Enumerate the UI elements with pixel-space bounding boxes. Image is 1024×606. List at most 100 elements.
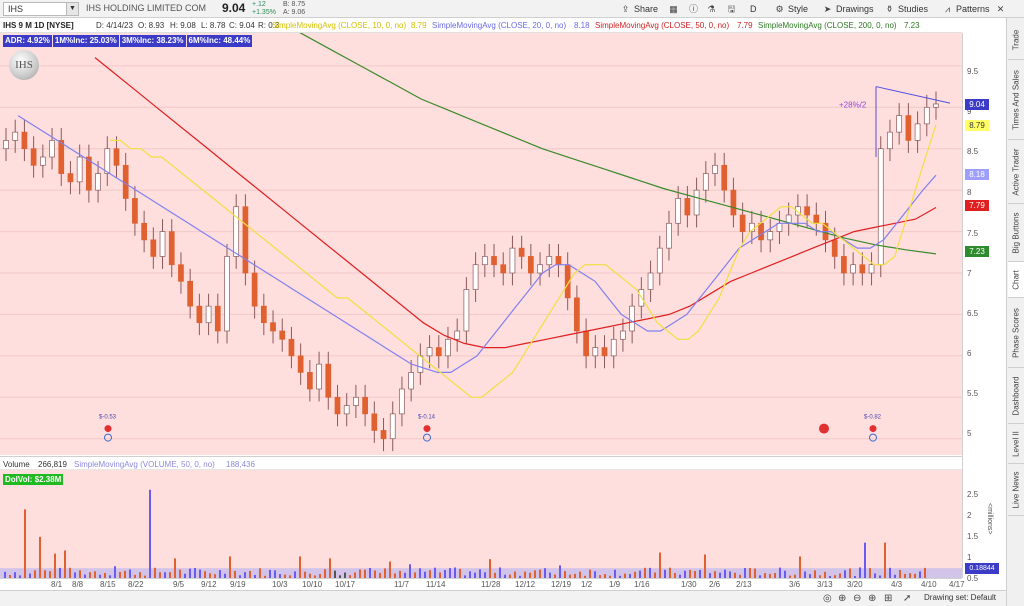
sma10-label[interactable]: SimpleMovingAvg (CLOSE, 10, 0, no) (272, 21, 407, 30)
volume-bar (449, 568, 451, 578)
volume-bar (244, 572, 246, 578)
price-chart-pane[interactable]: +28%/2 $-0.53 $-0.14 $-0.82 (0, 32, 962, 455)
candle-body (555, 256, 562, 266)
volume-chart-pane[interactable] (0, 470, 962, 578)
tab-phase-scores[interactable]: Phase Scores (1008, 298, 1024, 368)
volume-bar (224, 573, 226, 578)
volume-bar (154, 567, 156, 578)
volume-bar (464, 575, 466, 578)
date-tick: 1/9 (609, 580, 621, 589)
sma10-value: 8.79 (411, 21, 427, 30)
candle-body (12, 131, 19, 141)
patterns-button[interactable]: ⩘ Patterns (942, 2, 990, 16)
dollar-volume-badge: DolVol: $2.38M (3, 474, 64, 485)
three-month-stat: 3M%Inc: 38.23% (119, 35, 186, 47)
volume-bar (209, 573, 211, 578)
zoom-fit-icon[interactable]: ⊞ (884, 593, 893, 604)
style-button[interactable]: ⚙ Style (774, 2, 808, 16)
volume-bar (904, 573, 906, 578)
volume-bar (24, 509, 26, 578)
save-button[interactable]: 🖫 (726, 2, 737, 16)
drawing-set-label[interactable]: Drawing set: Default (924, 593, 997, 602)
info-button[interactable]: ⓘ (688, 2, 699, 16)
zoom-out-icon[interactable]: ⊖ (853, 593, 862, 604)
date-tick: 4/3 (891, 580, 903, 589)
candle-body (168, 231, 175, 266)
tab-trade[interactable]: Trade (1008, 20, 1024, 60)
candle-body (877, 148, 884, 266)
candle-body (426, 347, 433, 357)
sma200-label[interactable]: SimpleMovingAvg (CLOSE, 200, 0, no) (758, 21, 897, 30)
volume-bar (829, 576, 831, 578)
volume-bar (774, 573, 776, 578)
volume-bar (779, 567, 781, 578)
tab-big-buttons[interactable]: Big Buttons (1008, 204, 1024, 262)
volume-bar (344, 572, 346, 578)
date-tick: 4/17 (949, 580, 965, 589)
candle-body (141, 222, 147, 241)
date-tick: 11/14 (426, 580, 446, 589)
volume-bar (609, 575, 611, 578)
volume-bar (39, 536, 41, 578)
candle-body (104, 148, 111, 174)
share-button[interactable]: ⇪ Share (620, 2, 658, 16)
volume-bar (484, 572, 486, 578)
volume-sma-label[interactable]: SimpleMovingAvg (VOLUME, 50, 0, no) (74, 460, 215, 469)
sma20-label[interactable]: SimpleMovingAvg (CLOSE, 20, 0, no) (432, 21, 567, 30)
volume-bar (119, 571, 121, 578)
tab-active-trader[interactable]: Active Trader (1008, 140, 1024, 204)
price-tick: 9 (967, 107, 972, 116)
volume-bar (354, 572, 356, 578)
volume-bar (674, 572, 676, 578)
tab-label: Trade (1011, 29, 1021, 50)
volume-bar (144, 575, 146, 578)
candle-body (629, 305, 635, 332)
chevron-down-icon[interactable]: ▼ (66, 3, 78, 15)
volume-bar (274, 570, 276, 578)
volume-bar (364, 569, 366, 578)
date-axis[interactable]: 8/1 8/8 8/15 8/22 9/5 9/12 9/19 10/3 10/10 10/17 1… (0, 578, 965, 590)
camera-icon[interactable]: ◎ (823, 593, 832, 604)
symbol-input[interactable]: IHS ▼ (3, 2, 79, 16)
price-tick: 7 (967, 269, 972, 278)
pan-icon[interactable]: ➚ (903, 593, 912, 604)
candle-body (620, 330, 626, 340)
ask-value: A: 9.06 (283, 9, 306, 16)
grid-button[interactable]: ▦ (668, 2, 679, 16)
sma200-line (299, 32, 937, 255)
volume-bar (319, 574, 321, 578)
price-chart-svg: +28%/2 $-0.53 $-0.14 $-0.82 (0, 32, 962, 452)
grid-icon: ▦ (669, 3, 678, 14)
top-toolbar: IHS ▼ IHS HOLDING LIMITED COM 9.04 +.12 … (0, 0, 1024, 18)
aggregation-dropdown[interactable]: D (750, 2, 757, 16)
candle-body (804, 206, 810, 216)
volume-bar (44, 570, 46, 578)
move-up-icon[interactable]: ⊕ (838, 593, 847, 604)
candle-body (923, 106, 930, 125)
candle-body (583, 330, 589, 357)
sma50-value: 7.79 (737, 21, 753, 30)
one-month-stat: 1M%Inc: 25.03% (52, 35, 119, 47)
zoom-in-icon[interactable]: ⊕ (868, 593, 877, 604)
tab-level-ii[interactable]: Level II (1008, 424, 1024, 464)
close-button[interactable]: ✕ (995, 2, 1006, 16)
tab-live-news[interactable]: Live News (1008, 464, 1024, 516)
sma50-label[interactable]: SimpleMovingAvg (CLOSE, 50, 0, no) (595, 21, 730, 30)
tab-dashboard[interactable]: Dashboard (1008, 368, 1024, 424)
tab-chart[interactable]: Chart (1008, 262, 1024, 298)
studies-button[interactable]: ⚱ Studies (884, 2, 928, 16)
tab-times-and-sales[interactable]: Times And Sales (1008, 60, 1024, 140)
price-axis[interactable]: 9.5 9 8.5 8 7.5 7 6.5 6 5.5 5 9.04 8.79 … (962, 33, 1006, 583)
info-icon: ⓘ (688, 3, 698, 14)
volume-bar (514, 571, 516, 578)
candle-body (454, 330, 461, 340)
date-tick: 1/2 (581, 580, 593, 589)
date-tick: 3/20 (847, 580, 863, 589)
company-name: IHS HOLDING LIMITED COM (86, 3, 207, 13)
volume-bar (199, 569, 201, 578)
volume-bar (749, 568, 751, 578)
flask-button[interactable]: ⚗ (706, 2, 717, 16)
drawings-button[interactable]: ➤ Drawings (822, 2, 874, 16)
date-tick: 10/10 (302, 580, 323, 589)
volume-bar (544, 568, 546, 578)
